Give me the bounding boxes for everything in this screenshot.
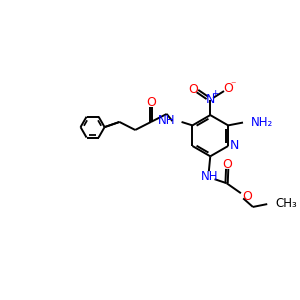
Text: O: O bbox=[242, 190, 252, 203]
Text: O: O bbox=[222, 158, 232, 170]
Text: O: O bbox=[188, 83, 198, 96]
Text: N: N bbox=[206, 93, 215, 106]
Text: ⁻: ⁻ bbox=[230, 80, 236, 90]
Text: CH₃: CH₃ bbox=[275, 197, 297, 210]
Text: NH₂: NH₂ bbox=[251, 116, 273, 129]
Text: +: + bbox=[211, 89, 218, 98]
Text: O: O bbox=[223, 82, 233, 95]
Text: NH: NH bbox=[201, 170, 218, 183]
Text: N: N bbox=[230, 140, 239, 152]
Text: O: O bbox=[146, 96, 156, 109]
Text: NH: NH bbox=[158, 114, 175, 127]
